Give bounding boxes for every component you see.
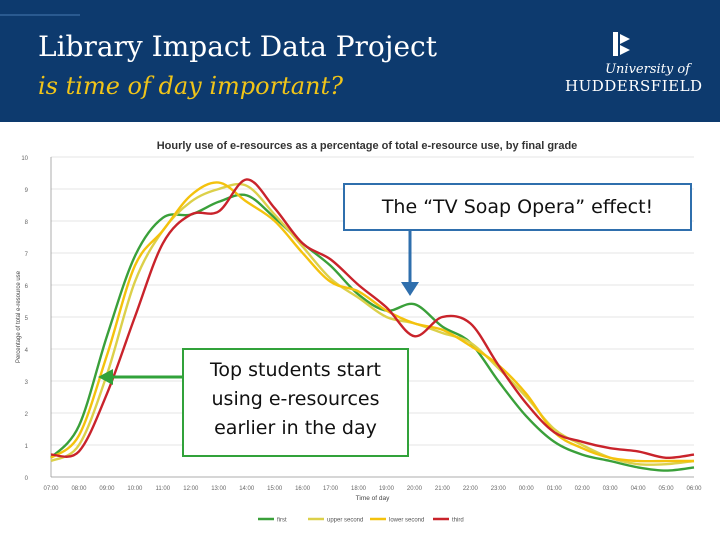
legend-label: lower second xyxy=(389,518,424,524)
x-tick-label: 08:00 xyxy=(71,486,87,492)
x-axis-label: Time of day xyxy=(356,495,390,502)
series-line-third xyxy=(50,178,695,460)
slide-title: Library Impact Data Project xyxy=(38,30,437,63)
top-students-callout: Top students start using e-resources ear… xyxy=(182,348,409,457)
y-tick-label: 3 xyxy=(25,380,29,386)
x-tick-label: 07:00 xyxy=(43,486,59,492)
y-tick-label: 4 xyxy=(25,348,29,354)
tv-soap-opera-callout: The “TV Soap Opera” effect! xyxy=(343,183,692,231)
x-tick-label: 15:00 xyxy=(267,486,283,492)
series-line-upper-second xyxy=(50,182,695,467)
x-tick-label: 19:00 xyxy=(379,486,395,492)
top-students-callout-line: Top students start xyxy=(210,359,381,381)
x-tick-label: 12:00 xyxy=(183,486,199,492)
x-tick-label: 01:00 xyxy=(547,486,563,492)
y-tick-label: 10 xyxy=(21,156,28,162)
x-tick-label: 18:00 xyxy=(351,486,367,492)
tv-arrow-head xyxy=(401,282,419,296)
y-tick-label: 7 xyxy=(25,252,29,258)
x-tick-label: 10:00 xyxy=(127,486,143,492)
y-tick-label: 9 xyxy=(25,188,29,194)
y-tick-label: 6 xyxy=(25,284,29,290)
logo-university-of: University of xyxy=(605,62,690,77)
line-chart: Hourly use of e-resources as a percentag… xyxy=(16,140,702,524)
x-tick-label: 22:00 xyxy=(463,486,479,492)
x-tick-label: 17:00 xyxy=(323,486,339,492)
x-tick-label: 03:00 xyxy=(603,486,619,492)
university-logo: University of HUDDERSFIELD xyxy=(565,30,703,98)
top-students-arrow-head xyxy=(98,369,113,385)
x-tick-label: 13:00 xyxy=(211,486,227,492)
x-tick-label: 00:00 xyxy=(519,486,535,492)
x-tick-label: 06:00 xyxy=(686,486,702,492)
slide-subtitle: is time of day important? xyxy=(38,72,343,100)
y-tick-label: 2 xyxy=(25,412,29,418)
top-students-callout-line: using e-resources xyxy=(211,388,380,410)
logo-huddersfield: HUDDERSFIELD xyxy=(565,77,703,95)
x-tick-label: 04:00 xyxy=(631,486,647,492)
y-tick-label: 1 xyxy=(25,444,29,450)
x-tick-label: 16:00 xyxy=(295,486,311,492)
y-tick-label: 0 xyxy=(25,476,29,482)
x-tick-label: 05:00 xyxy=(659,486,675,492)
chart-title: Hourly use of e-resources as a percentag… xyxy=(157,140,578,152)
top-students-callout-line: earlier in the day xyxy=(214,417,377,439)
huddersfield-crest-icon xyxy=(613,32,630,56)
header-rule xyxy=(0,14,80,16)
x-tick-label: 02:00 xyxy=(575,486,591,492)
series-line-lower-second xyxy=(50,181,694,463)
y-tick-label: 5 xyxy=(25,316,29,322)
x-tick-label: 20:00 xyxy=(407,486,423,492)
y-axis-label: Percentage of total e-resource use xyxy=(16,270,22,363)
legend-label: first xyxy=(277,518,287,524)
series-line-first xyxy=(50,193,695,472)
x-tick-label: 14:00 xyxy=(239,486,255,492)
slide-header: Library Impact Data Project is time of d… xyxy=(0,0,720,122)
x-tick-label: 23:00 xyxy=(491,486,507,492)
legend-label: upper second xyxy=(327,518,363,524)
x-tick-label: 21:00 xyxy=(435,486,451,492)
y-tick-label: 8 xyxy=(25,220,29,226)
x-tick-label: 09:00 xyxy=(99,486,115,492)
legend-label: third xyxy=(452,518,464,524)
x-tick-label: 11:00 xyxy=(156,486,171,492)
